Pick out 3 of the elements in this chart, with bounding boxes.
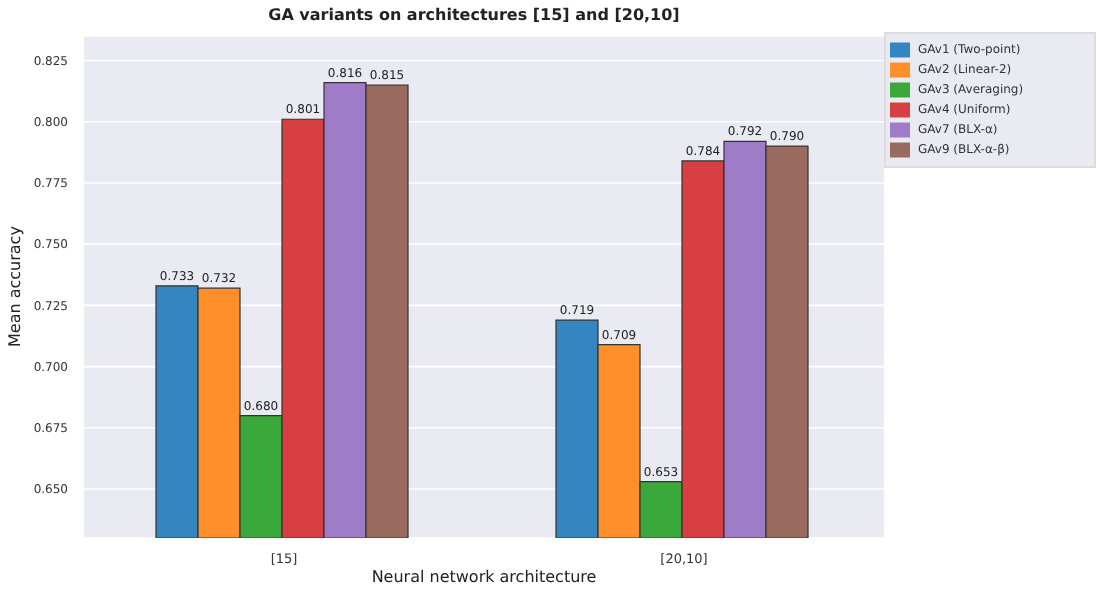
chart-title: GA variants on architectures [15] and [20,10] (266, 6, 682, 24)
x-axis-title: Neural network architecture (371, 568, 597, 586)
y-axis-title: Mean accuracy (5, 225, 24, 347)
